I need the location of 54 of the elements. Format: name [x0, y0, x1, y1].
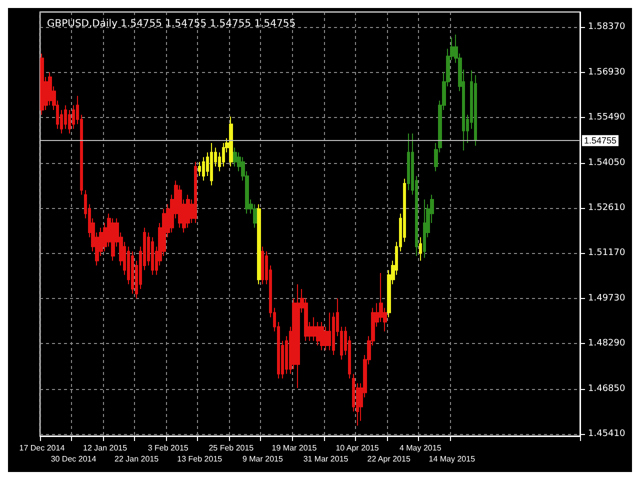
candlestick [202, 156, 205, 182]
candlestick [40, 52, 44, 116]
candlestick [419, 236, 422, 262]
x-tick-label: 30 Dec 2014 [50, 454, 97, 464]
y-tick-label: 1.45410 [588, 429, 626, 440]
candlestick [423, 199, 426, 258]
candlestick [151, 236, 154, 276]
candlestick [229, 116, 233, 168]
candlestick [64, 104, 67, 130]
x-tick-label: 12 Jan 2015 [83, 444, 128, 452]
y-tick-label: 1.48290 [588, 338, 626, 349]
candlestick [178, 184, 182, 228]
x-tick-label: 10 Apr 2015 [336, 444, 380, 452]
candlestick [296, 284, 300, 388]
y-tick-label: 1.58370 [588, 22, 626, 32]
candlestick [48, 72, 52, 106]
candlestick [253, 204, 257, 228]
text: GBPUSD,Daily 1.54755 1.54755 1.54755 1.54755 [47, 18, 296, 30]
x-tick-label: 22 Jan 2015 [114, 454, 160, 464]
candlestick [194, 161, 197, 224]
candlestick [320, 321, 324, 351]
candlestick [316, 321, 320, 346]
candlestick [222, 142, 225, 168]
y-tick-label: 1.56930 [588, 67, 626, 78]
candlestick [312, 316, 316, 342]
candlestick [233, 147, 237, 168]
x-tick-label: 19 Mar 2015 [272, 444, 318, 452]
x-tick-label: 4 May 2015 [399, 444, 442, 452]
candlestick [131, 250, 134, 294]
y-tick-label: 1.51170 [588, 248, 626, 258]
candlestick [257, 204, 261, 285]
y-tick-label: 1.55490 [588, 112, 626, 123]
x-tick-label: 22 Apr 2015 [367, 454, 411, 464]
x-tick-label: 3 Feb 2015 [148, 444, 189, 452]
ref-line-label: 1.54755 [584, 136, 617, 146]
y-tick-label: 1.54050 [588, 158, 626, 168]
y-tick-label: 1.49730 [588, 293, 626, 304]
candlestick [474, 74, 477, 146]
x-tick-label: 14 May 2015 [428, 454, 476, 464]
candlestick [68, 109, 71, 134]
candlestick [261, 246, 264, 285]
y-tick-label: 1.52610 [588, 202, 626, 213]
candlestick [198, 161, 201, 176]
x-tick-label: 9 Mar 2015 [242, 454, 284, 464]
x-tick-label: 13 Feb 2015 [177, 454, 223, 464]
candlestick [186, 194, 190, 228]
x-tick-label: 25 Feb 2015 [208, 444, 254, 452]
candlestick [210, 142, 213, 186]
candlestick [111, 218, 115, 262]
y-tick-label: 1.46850 [588, 384, 626, 394]
candlestick [407, 133, 410, 191]
candlestick [328, 312, 331, 351]
x-tick-label: 31 Mar 2015 [303, 454, 349, 464]
x-tick-label: 17 Dec 2014 [19, 444, 66, 452]
